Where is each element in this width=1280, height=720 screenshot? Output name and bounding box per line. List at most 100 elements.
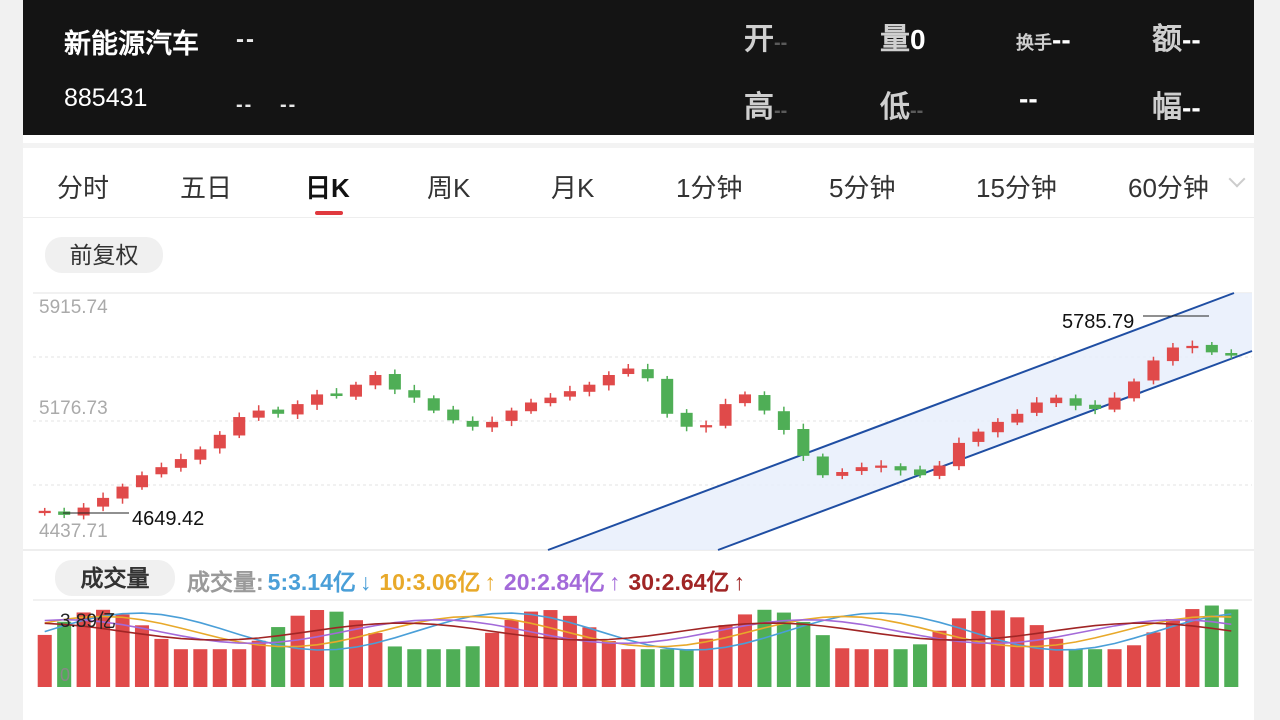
candle-body <box>563 391 576 397</box>
candle-body <box>1069 398 1082 406</box>
volume-bar <box>387 646 402 687</box>
volume-bar <box>757 609 772 687</box>
tab-1min[interactable]: 1分钟 <box>676 173 743 203</box>
tab-intraday[interactable]: 分时 <box>57 173 110 203</box>
candle-body <box>291 404 304 415</box>
tab-15min[interactable]: 15分钟 <box>976 173 1057 203</box>
volume-bar <box>640 649 655 687</box>
volume-bar <box>913 644 928 687</box>
candle-body <box>777 411 790 430</box>
candle-body <box>1011 413 1024 423</box>
volume-bar <box>37 634 52 687</box>
candle-body <box>719 404 732 426</box>
candle-body <box>797 429 810 456</box>
tab-five-day[interactable]: 五日 <box>180 173 233 203</box>
volume-bar <box>932 630 947 687</box>
volume-bar <box>815 635 830 687</box>
candle-body <box>952 442 965 467</box>
volume-ma-legend: 成交量: 5:3.14亿 ↓ 10:3.06亿 ↑ 20:2.84亿 ↑ 30:2.64亿 ↑ <box>187 563 753 597</box>
volume-bar <box>543 610 558 687</box>
tab-5min[interactable]: 5分钟 <box>829 173 896 203</box>
candle-body <box>1147 360 1160 381</box>
volume-bar <box>368 633 383 687</box>
volume-indicator-toggle[interactable]: 成交量 <box>55 560 175 596</box>
volume-ma5: 5:3.14亿 ↓ <box>267 569 372 595</box>
volume-bar <box>1010 617 1025 687</box>
candle-body <box>1166 347 1179 362</box>
volume-ma20: 20:2.84亿 ↑ <box>503 569 621 595</box>
candle-body <box>1089 404 1102 409</box>
change-value: -- <box>236 94 254 116</box>
volume-bar <box>601 640 616 687</box>
volume-bar <box>679 649 694 687</box>
volume-bar <box>465 646 480 687</box>
quote-header: 新能源汽车 885431 -- -- -- 开-- 量0 换手-- 额-- 高-… <box>23 0 1254 135</box>
candle-body <box>252 410 265 418</box>
candle-body <box>427 398 440 411</box>
adjust-toggle[interactable]: 前复权 <box>45 237 163 273</box>
volume-bar <box>621 649 636 687</box>
candle-body <box>135 475 149 488</box>
index-code: 885431 <box>64 84 148 112</box>
volume-bar <box>699 638 714 687</box>
volume-bar <box>212 649 227 687</box>
kline-chart[interactable]: 5915.74 5176.73 4437.71 5785.79 4649.42 3.89亿… <box>23 135 1254 720</box>
volume-bar <box>407 649 422 687</box>
volume-ma-title: 成交量: <box>187 569 264 595</box>
candle-body <box>38 510 51 514</box>
candle-body <box>213 434 226 449</box>
tab-daily-k[interactable]: 日K <box>305 173 350 203</box>
volume-bar <box>134 625 150 687</box>
candle-body <box>661 378 674 414</box>
volume-bar <box>173 649 188 687</box>
candle-body <box>914 469 927 476</box>
stat-amount: 额-- <box>1152 23 1201 56</box>
candle-body <box>894 466 907 471</box>
candle-body <box>77 507 90 516</box>
candle-body <box>116 486 129 499</box>
volume-bar <box>251 640 266 687</box>
volume-bar <box>193 649 208 687</box>
candle-body <box>369 374 382 386</box>
active-tab-indicator <box>315 211 343 215</box>
volume-bar <box>1107 649 1122 687</box>
candle-body <box>816 456 829 476</box>
volume-bar <box>562 615 577 687</box>
high-annotation: 5785.79 <box>1062 311 1134 333</box>
candle-body <box>1127 381 1141 399</box>
candle-body <box>758 395 771 411</box>
candle-body <box>155 467 168 475</box>
candle-body <box>486 421 499 428</box>
candle-body <box>447 409 460 421</box>
volume-bar <box>1088 649 1103 687</box>
candle-body <box>602 374 615 386</box>
volume-bar <box>485 632 500 687</box>
tabs-divider <box>23 217 1254 218</box>
candle-body <box>388 374 401 390</box>
index-name: 新能源汽车 <box>64 29 199 59</box>
candle-body <box>505 410 518 421</box>
price-value: -- <box>236 26 256 53</box>
tab-weekly-k[interactable]: 周K <box>427 173 471 203</box>
volume-bar <box>874 649 889 687</box>
candle-body <box>680 412 693 427</box>
candle-body <box>738 394 752 404</box>
candle-body <box>272 409 285 414</box>
volume-bar <box>290 615 305 687</box>
candle-body <box>524 402 538 412</box>
volume-bar <box>893 649 908 687</box>
volume-bar <box>504 619 519 687</box>
candle-body <box>349 384 362 397</box>
candle-body <box>1225 353 1238 356</box>
stat-low: 低-- <box>880 91 924 124</box>
volume-bar <box>796 621 811 687</box>
candle-body <box>233 417 246 436</box>
low-annotation: 4649.42 <box>132 508 204 530</box>
tab-monthly-k[interactable]: 月K <box>551 173 595 203</box>
volume-bar <box>310 610 325 687</box>
tab-60min[interactable]: 60分钟 <box>1128 173 1209 203</box>
volume-bar <box>1224 609 1239 687</box>
volume-bar <box>660 649 675 687</box>
candle-body <box>933 465 946 476</box>
candle-body <box>972 431 985 442</box>
